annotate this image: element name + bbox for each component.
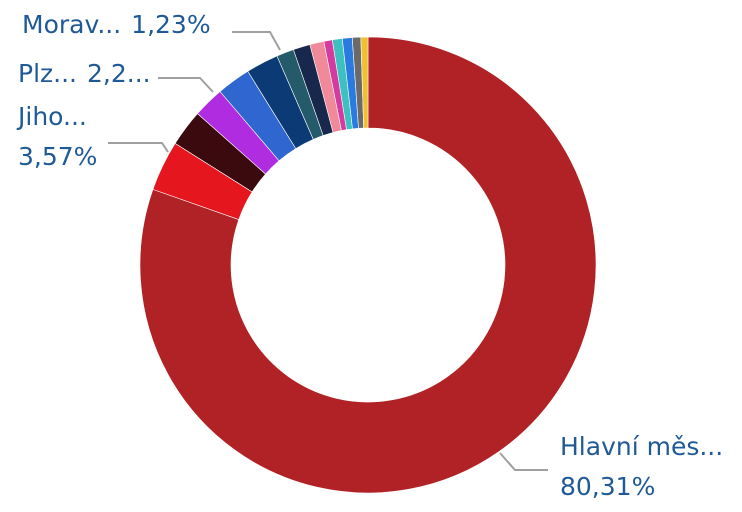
label-name: Plz... [18,59,77,88]
label-value: 80,31% [560,472,655,501]
label-name: Morav... [22,10,121,39]
data-label: Jiho... 3,57% [16,102,97,171]
data-label: Plz... 2,2... [18,59,151,88]
leader-line [499,452,548,471]
donut-segment [360,36,369,129]
data-label-text: Plz... 2,2... [18,59,151,88]
label-name: Hlavní měs... [560,432,723,461]
label-value: 3,57% [18,142,97,171]
data-label: Hlavní měs... 80,31% [560,432,723,501]
donut-segment [139,36,597,494]
data-label-text: Morav... 1,23% [22,10,211,39]
leader-line [232,31,281,51]
label-name: Jiho... [16,102,87,131]
data-label: Morav... 1,23% [22,10,211,39]
label-value: 1,23% [131,10,210,39]
leader-line [108,142,169,153]
leader-line [158,77,214,93]
label-value: 2,2... [87,59,151,88]
